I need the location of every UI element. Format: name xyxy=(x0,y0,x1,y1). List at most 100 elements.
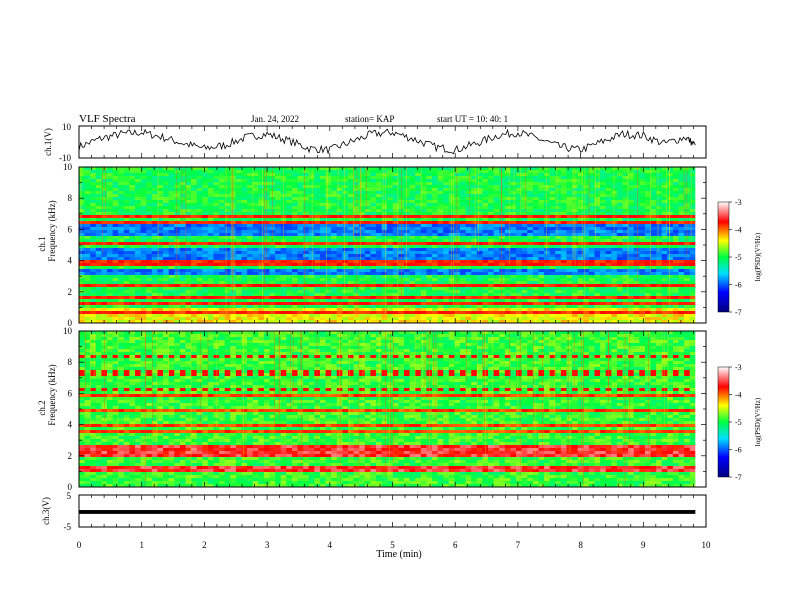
spectrogram-cell xyxy=(678,281,685,285)
spectrogram-cell xyxy=(605,191,612,195)
spectrogram-cell xyxy=(375,218,382,222)
spectrogram-cell xyxy=(549,194,556,198)
spectrogram-cell xyxy=(297,200,304,204)
spectrogram-cell xyxy=(594,248,601,252)
spectrogram-cell xyxy=(566,206,573,210)
spectrogram-cell xyxy=(308,275,315,279)
spectrogram-cell xyxy=(359,296,366,300)
spectrogram-cell xyxy=(123,212,130,216)
spectrogram-cell xyxy=(504,179,511,183)
spectrogram-cell xyxy=(303,221,310,225)
spectrogram-cell xyxy=(84,266,91,270)
spectrogram-cell xyxy=(504,272,511,276)
spectrogram-cell xyxy=(521,278,528,282)
spectrogram-cell xyxy=(241,284,248,288)
spectrogram-cell xyxy=(370,272,377,276)
spectrogram-cell xyxy=(207,203,214,207)
spectrogram-cell xyxy=(544,266,551,270)
spectrogram-cell xyxy=(263,293,270,297)
spectrogram-cell xyxy=(678,293,685,297)
spectrogram-cell xyxy=(286,233,293,237)
spectrogram-cell xyxy=(420,185,427,189)
spectrogram-cell xyxy=(560,191,567,195)
spectrogram-cell xyxy=(516,167,523,171)
spectrogram-cell xyxy=(291,167,298,171)
spectrogram-cell xyxy=(387,176,394,180)
spectrogram-cell xyxy=(297,194,304,198)
spectrogram-cell xyxy=(566,245,573,249)
spectrogram-cell xyxy=(499,296,506,300)
spectrogram-cell xyxy=(482,203,489,207)
spectrogram-cell xyxy=(207,266,214,270)
spectrogram-cell xyxy=(471,239,478,243)
spectrogram-cell xyxy=(185,290,192,294)
spectrogram-cell xyxy=(510,278,517,282)
spectrogram-cell xyxy=(521,248,528,252)
spectrogram-cell xyxy=(611,254,618,258)
spectrogram-cell xyxy=(370,248,377,252)
spectrogram-cell xyxy=(532,224,539,228)
spectrogram-cell xyxy=(191,197,198,201)
spectrogram-cell xyxy=(622,293,629,297)
spectrogram-cell xyxy=(163,209,170,213)
spectrogram-cell xyxy=(577,224,584,228)
spectrogram-cell xyxy=(230,290,237,294)
spectrogram-cell xyxy=(331,281,338,285)
spectrogram-cell xyxy=(112,251,119,255)
spectrogram-cell xyxy=(600,233,607,237)
spectrogram-cell xyxy=(572,278,579,282)
spectrogram-cell xyxy=(381,281,388,285)
spectrogram-cell xyxy=(359,254,366,258)
spectrogram-cell xyxy=(454,185,461,189)
spectrogram-cell xyxy=(616,266,623,270)
spectrogram-cell xyxy=(107,251,114,255)
spectrogram-cell xyxy=(555,218,562,222)
spectrogram-cell xyxy=(600,227,607,231)
spectrogram-cell xyxy=(224,182,231,186)
spectrogram-cell xyxy=(258,203,265,207)
spectrogram-cell xyxy=(213,284,220,288)
spectrogram-cell xyxy=(347,236,354,240)
spectrogram-cell xyxy=(241,215,248,219)
spectrogram-cell xyxy=(499,170,506,174)
spectrogram-cell xyxy=(415,185,422,189)
spectrogram-cell xyxy=(566,212,573,216)
spectrogram-cell xyxy=(118,206,125,210)
spectrogram-cell xyxy=(364,296,371,300)
spectrogram-cell xyxy=(644,221,651,225)
spectrogram-cell xyxy=(140,272,147,276)
spectrogram-cell xyxy=(566,227,573,231)
spectrogram-cell xyxy=(650,167,657,171)
spectrogram-cell xyxy=(325,245,332,249)
spectrogram-cell xyxy=(146,179,153,183)
spectrogram-cell xyxy=(583,266,590,270)
spectrogram-cell xyxy=(392,185,399,189)
spectrogram-cell xyxy=(168,236,175,240)
spectrogram-cell xyxy=(426,176,433,180)
spectrogram-cell xyxy=(207,227,214,231)
spectrogram-cell xyxy=(622,170,629,174)
spectrogram-cell xyxy=(202,272,209,276)
spectrogram-cell xyxy=(90,230,97,234)
spectrogram-cell xyxy=(656,266,663,270)
spectrogram-cell xyxy=(504,203,511,207)
spectrogram-cell xyxy=(566,221,573,225)
spectrogram-cell xyxy=(689,293,696,297)
spectrogram-cell xyxy=(616,290,623,294)
spectrogram-cell xyxy=(476,284,483,288)
spectrogram-cell xyxy=(151,266,158,270)
spectrogram-cell xyxy=(544,194,551,198)
spectrogram-cell xyxy=(314,230,321,234)
spectrogram-cell xyxy=(241,227,248,231)
spectrogram-cell xyxy=(510,212,517,216)
spectrogram-cell xyxy=(207,278,214,282)
spectrogram-cell xyxy=(297,230,304,234)
spectrogram-cell xyxy=(403,200,410,204)
spectrogram-cell xyxy=(605,284,612,288)
spectrogram-cell xyxy=(235,191,242,195)
spectrogram-cell xyxy=(493,197,500,201)
spectrogram-cell xyxy=(488,290,495,294)
spectrogram-cell xyxy=(146,176,153,180)
spectrogram-cell xyxy=(644,179,651,183)
spectrogram-cell xyxy=(420,200,427,204)
